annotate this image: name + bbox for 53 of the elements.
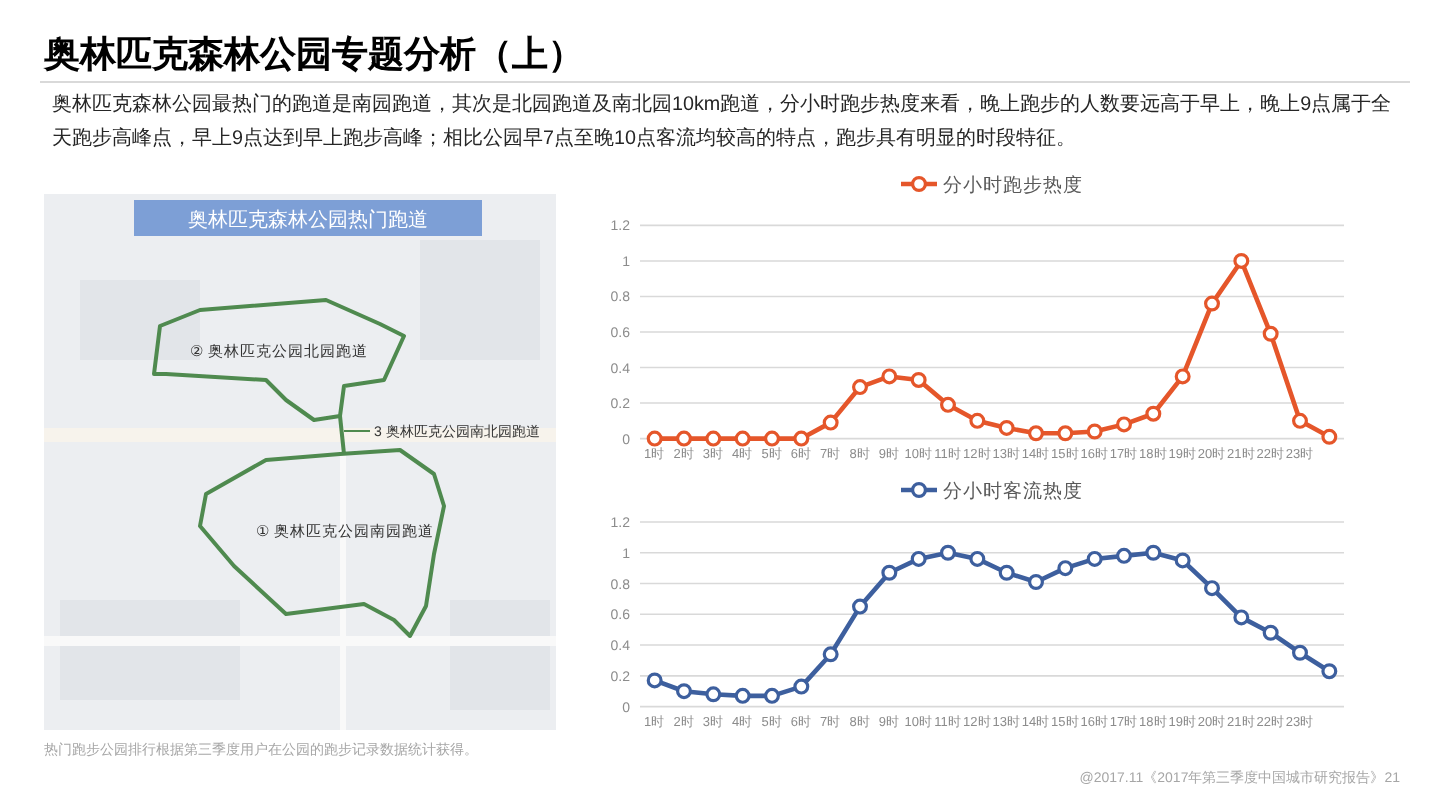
point <box>910 550 927 567</box>
point <box>969 550 986 567</box>
point <box>881 564 898 581</box>
point <box>646 672 663 689</box>
point <box>705 430 722 447</box>
point <box>1292 644 1308 661</box>
point <box>1262 624 1279 641</box>
point <box>969 412 986 429</box>
point <box>676 683 692 700</box>
point <box>940 544 956 561</box>
legend-label: 分小时客流热度 <box>943 479 1083 503</box>
point <box>1204 580 1220 597</box>
point <box>1057 560 1074 577</box>
point <box>998 564 1015 581</box>
point <box>1028 425 1044 442</box>
point <box>734 430 751 447</box>
point <box>1174 552 1191 569</box>
point <box>1262 325 1279 342</box>
point <box>852 379 868 396</box>
point <box>734 687 751 704</box>
text: 奥林匹克森林公园专题分析（上） <box>42 34 584 74</box>
point <box>940 396 956 413</box>
point <box>1204 295 1220 312</box>
point <box>1145 405 1162 422</box>
point <box>1116 416 1132 433</box>
point <box>764 430 780 447</box>
point <box>1086 423 1103 440</box>
point <box>822 646 839 663</box>
point <box>1028 573 1044 590</box>
point <box>1321 428 1338 445</box>
point <box>852 598 868 615</box>
point <box>646 430 663 447</box>
point <box>793 430 810 447</box>
point <box>910 371 927 388</box>
point <box>705 686 722 703</box>
text: 奥林匹克森林公园最热门的跑道是南园跑道，其次是北园跑道及南北园10km跑道，分小时跑步热度来看，晚上跑步的人数要远高于早上，晚上9点属于全天跑步高峰点，早上9点达到早上跑步高峰；相比公园早7点至晚10点客流均较高的特点，跑步具有明显的时段特征。 <box>52 91 1394 154</box>
point <box>1233 609 1250 626</box>
point <box>1057 425 1074 442</box>
point <box>764 687 780 704</box>
point <box>1233 252 1250 269</box>
point <box>793 678 810 695</box>
point <box>1321 663 1338 680</box>
point <box>1145 544 1162 561</box>
text: 奥林匹克森林公园热门跑道 <box>188 208 428 232</box>
point <box>676 430 692 447</box>
point <box>881 368 898 385</box>
point <box>1086 550 1103 567</box>
legend-label: 分小时跑步热度 <box>943 173 1083 197</box>
point <box>998 419 1015 436</box>
point <box>1174 368 1191 385</box>
point <box>1292 412 1308 429</box>
point <box>822 414 839 431</box>
point <box>1116 547 1132 564</box>
